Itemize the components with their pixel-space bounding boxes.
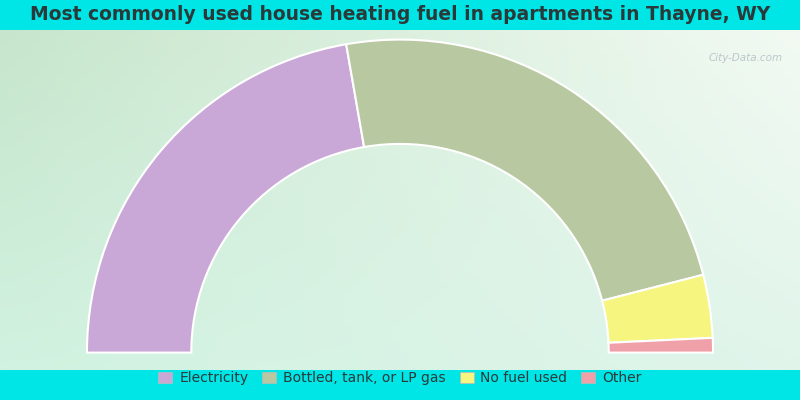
Legend: Electricity, Bottled, tank, or LP gas, No fuel used, Other: Electricity, Bottled, tank, or LP gas, N… xyxy=(153,366,647,391)
Wedge shape xyxy=(602,275,713,343)
Wedge shape xyxy=(609,338,713,353)
Bar xyxy=(0,370,800,400)
Wedge shape xyxy=(346,40,703,301)
Text: City-Data.com: City-Data.com xyxy=(709,54,782,64)
Text: Most commonly used house heating fuel in apartments in Thayne, WY: Most commonly used house heating fuel in… xyxy=(30,6,770,24)
Wedge shape xyxy=(87,44,364,353)
Bar xyxy=(0,0,800,30)
